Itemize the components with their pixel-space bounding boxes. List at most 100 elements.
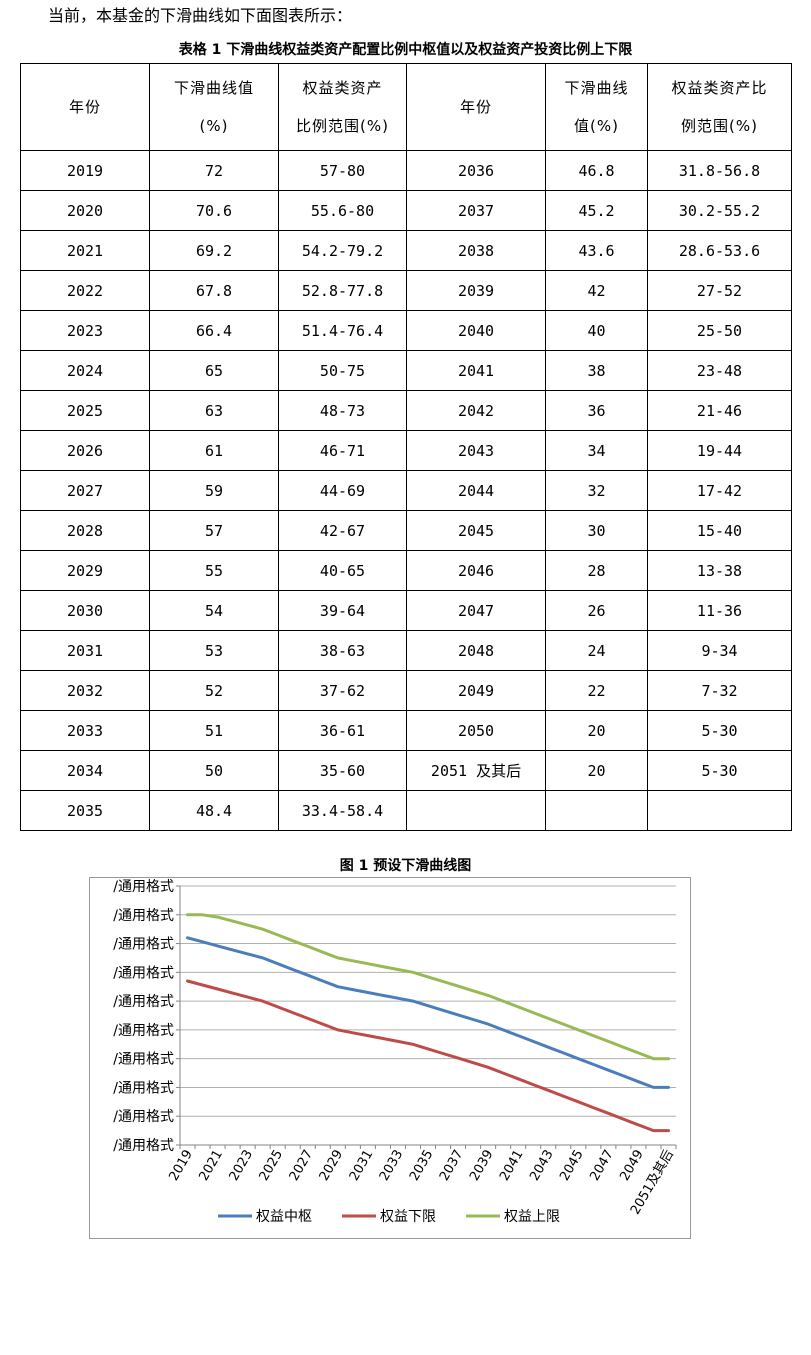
cell-equity-range: 51.4-76.4: [278, 310, 407, 351]
series-line-1: [186, 936, 670, 1089]
table-row: 2034 50 35-60 2051 及其后 20 5-30: [20, 750, 792, 791]
table-row: 2022 67.8 52.8-77.8 2039 42 27-52: [20, 270, 792, 311]
cell-glide-value: 55: [149, 550, 279, 591]
table-row: 2035 48.4 33.4-58.4: [20, 790, 792, 831]
cell-glide-value: 51: [149, 710, 279, 751]
cell-glide-value-2: 26: [545, 590, 648, 631]
cell-glide-value-2: 20: [545, 750, 648, 791]
cell-glide-value: 61: [149, 430, 279, 471]
table-row: 2028 57 42-67 2045 30 15-40: [20, 510, 792, 551]
cell-year-2: 2041: [406, 350, 546, 391]
cell-equity-range: 35-60: [278, 750, 407, 791]
y-tick-label: /通用格式: [113, 1080, 174, 1096]
cell-year-2: 2036: [406, 150, 546, 191]
cell-glide-value: 70.6: [149, 190, 279, 231]
y-tick-label: /通用格式: [113, 1023, 174, 1039]
y-tick-label: /通用格式: [113, 1109, 174, 1125]
x-tick-label: 2025: [257, 1148, 287, 1184]
cell-equity-range-2: 31.8-56.8: [647, 150, 792, 191]
cell-year: 2027: [20, 470, 150, 511]
cell-year-2: 2043: [406, 430, 546, 471]
header-glide-value-2: 下滑曲线 值(%): [545, 63, 648, 151]
legend-label-1: 权益中枢: [256, 1209, 312, 1225]
x-tick-label: 2029: [317, 1148, 347, 1184]
cell-year-2: 2038: [406, 230, 546, 271]
header-equity-range-2: 权益类资产比 例范围(%): [647, 63, 792, 151]
cell-glide-value: 66.4: [149, 310, 279, 351]
cell-glide-value-2: 32: [545, 470, 648, 511]
x-tick-label: 2043: [527, 1148, 557, 1184]
cell-year: 2021: [20, 230, 150, 271]
cell-glide-value-2: 34: [545, 430, 648, 471]
cell-glide-value-2: 40: [545, 310, 648, 351]
cell-glide-value-2: 24: [545, 630, 648, 671]
cell-year-2: 2048: [406, 630, 546, 671]
cell-year: 2028: [20, 510, 150, 551]
cell-glide-value-2: 28: [545, 550, 648, 591]
series-line-3: [186, 913, 670, 1061]
cell-year: 2033: [20, 710, 150, 751]
cell-glide-value: 59: [149, 470, 279, 511]
cell-equity-range: 36-61: [278, 710, 407, 751]
cell-equity-range-2: 25-50: [647, 310, 792, 351]
y-tick-label: /通用格式: [113, 937, 174, 953]
cell-year-2: [406, 790, 546, 831]
cell-equity-range-2: 30.2-55.2: [647, 190, 792, 231]
cell-year: 2026: [20, 430, 150, 471]
cell-year: 2023: [20, 310, 150, 351]
cell-year-2: 2042: [406, 390, 546, 431]
cell-glide-value: 50: [149, 750, 279, 791]
cell-glide-value-2: 45.2: [545, 190, 648, 231]
y-tick-label: /通用格式: [113, 879, 174, 895]
cell-equity-range: 54.2-79.2: [278, 230, 407, 271]
glide-path-chart: /通用格式/通用格式/通用格式/通用格式/通用格式/通用格式/通用格式/通用格式…: [89, 877, 691, 1239]
x-tick-label: 2021: [197, 1148, 227, 1184]
x-tick-label: 2031: [347, 1148, 377, 1184]
cell-glide-value: 72: [149, 150, 279, 191]
cell-equity-range-2: 15-40: [647, 510, 792, 551]
header-equity-range: 权益类资产 比例范围(%): [278, 63, 407, 151]
cell-year: 2030: [20, 590, 150, 631]
cell-equity-range: 46-71: [278, 430, 407, 471]
cell-year-2: 2051 及其后: [406, 750, 546, 791]
legend-label-3: 权益上限: [504, 1209, 560, 1225]
y-tick-label: /通用格式: [113, 1052, 174, 1068]
cell-glide-value: 69.2: [149, 230, 279, 271]
cell-glide-value: 57: [149, 510, 279, 551]
y-tick-label: /通用格式: [113, 965, 174, 981]
table-row: 2029 55 40-65 2046 28 13-38: [20, 550, 792, 591]
x-tick-label: 2039: [467, 1148, 497, 1184]
table-row: 2033 51 36-61 2050 20 5-30: [20, 710, 792, 751]
cell-glide-value: 67.8: [149, 270, 279, 311]
y-tick-label: /通用格式: [113, 908, 174, 924]
cell-year: 2019: [20, 150, 150, 191]
cell-year-2: 2046: [406, 550, 546, 591]
table-row: 2026 61 46-71 2043 34 19-44: [20, 430, 792, 471]
cell-equity-range-2: 19-44: [647, 430, 792, 471]
cell-glide-value: 54: [149, 590, 279, 631]
x-tick-label: 2045: [557, 1148, 587, 1184]
cell-glide-value-2: [545, 790, 648, 831]
cell-year-2: 2045: [406, 510, 546, 551]
cell-year-2: 2047: [406, 590, 546, 631]
cell-equity-range-2: 7-32: [647, 670, 792, 711]
cell-equity-range-2: 28.6-53.6: [647, 230, 792, 271]
cell-year-2: 2040: [406, 310, 546, 351]
intro-text: 当前，本基金的下滑曲线如下面图表所示：: [48, 6, 353, 25]
x-tick-label: 2047: [587, 1148, 617, 1184]
cell-glide-value-2: 42: [545, 270, 648, 311]
header-year-2: 年份: [406, 63, 546, 151]
cell-equity-range-2: 5-30: [647, 710, 792, 751]
cell-glide-value-2: 43.6: [545, 230, 648, 271]
table-row: 2019 72 57-80 2036 46.8 31.8-56.8: [20, 150, 792, 191]
cell-year: 2029: [20, 550, 150, 591]
cell-year-2: 2039: [406, 270, 546, 311]
cell-glide-value-2: 20: [545, 710, 648, 751]
legend-label-2: 权益下限: [380, 1209, 436, 1225]
table-row: 2021 69.2 54.2-79.2 2038 43.6 28.6-53.6: [20, 230, 792, 271]
cell-glide-value-2: 38: [545, 350, 648, 391]
cell-equity-range: 39-64: [278, 590, 407, 631]
cell-year: 2031: [20, 630, 150, 671]
cell-equity-range-2: [647, 790, 792, 831]
cell-glide-value: 52: [149, 670, 279, 711]
